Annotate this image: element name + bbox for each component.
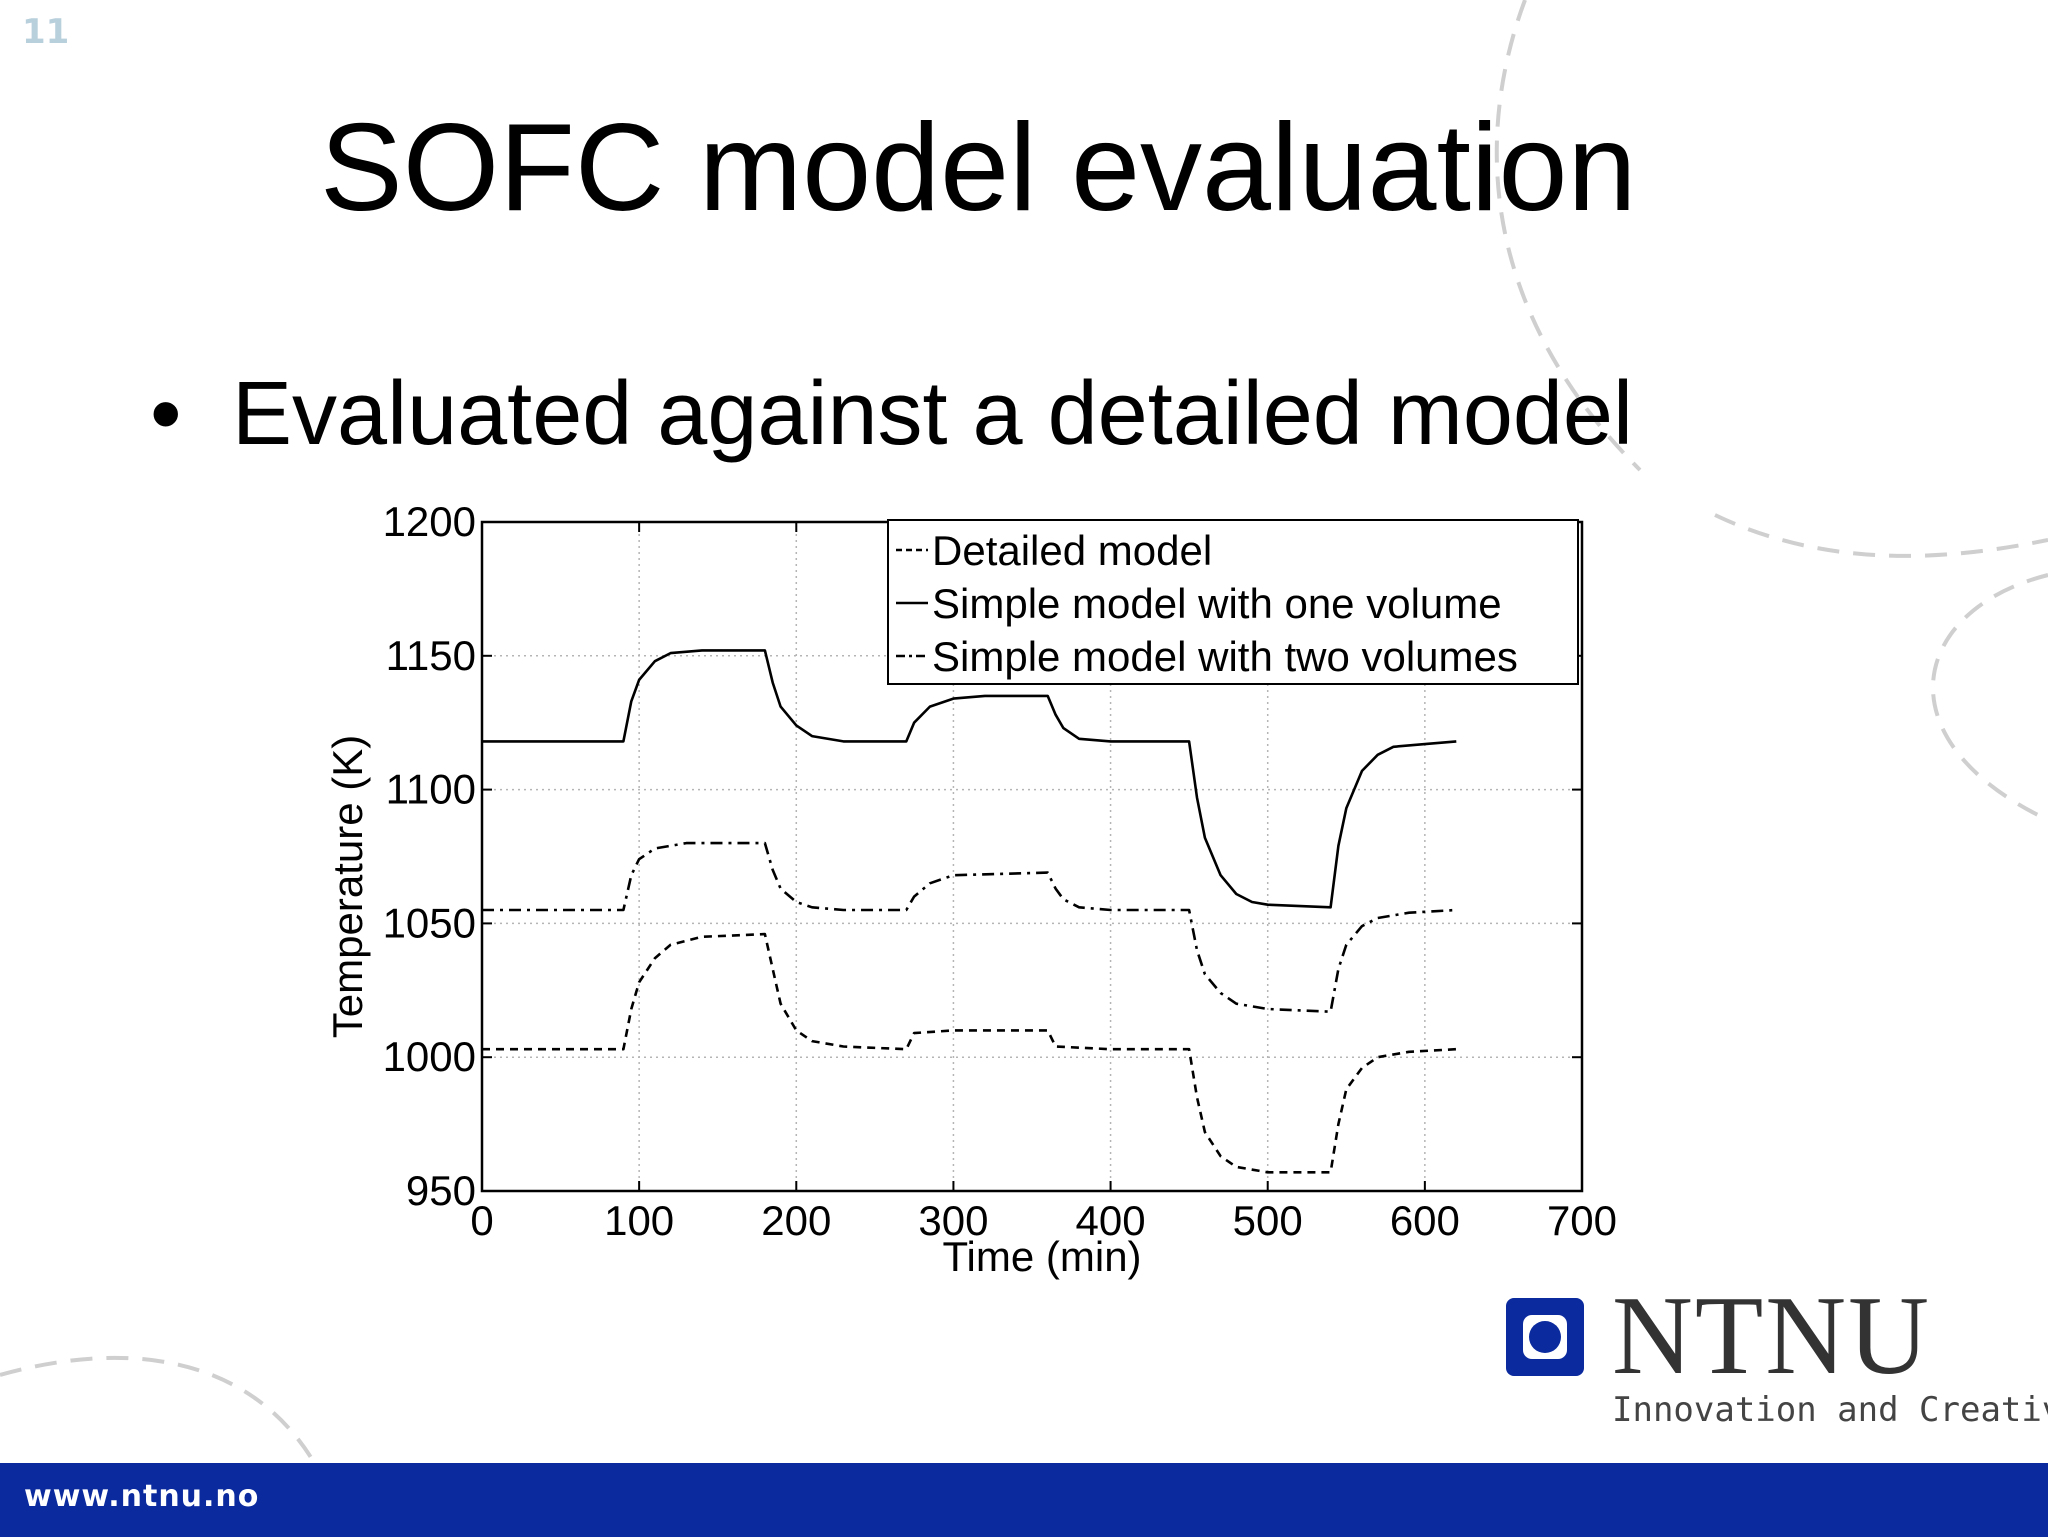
y-tick-label: 950 xyxy=(406,1167,476,1214)
bullet-dot: • xyxy=(150,364,182,464)
y-tick-label: 1150 xyxy=(386,632,476,679)
logo-tagline: Innovation and Creativity xyxy=(1612,1390,2048,1430)
deco-arc-right-1 xyxy=(1714,513,2048,558)
legend-label-1: Detailed model xyxy=(932,527,1212,574)
legend-label-3: Simple model with two volumes xyxy=(932,633,1518,680)
legend-box xyxy=(887,519,1579,685)
x-tick-label: 700 xyxy=(1547,1197,1617,1244)
logo-name: NTNU xyxy=(1612,1274,1932,1398)
series-line-2 xyxy=(482,649,1457,909)
deco-arc-right-2 xyxy=(1931,573,2048,822)
x-tick-label: 200 xyxy=(761,1197,831,1244)
y-tick-label: 1050 xyxy=(383,899,476,946)
x-tick-label: 100 xyxy=(604,1197,674,1244)
x-axis-label: Time (min) xyxy=(942,1233,1141,1280)
bullet-text: Evaluated against a detailed model xyxy=(232,364,1633,464)
x-tick-label: 300 xyxy=(918,1197,988,1244)
legend-label-2: Simple model with one volume xyxy=(932,580,1502,627)
bullet-item: • Evaluated against a detailed model xyxy=(150,365,1633,464)
y-tick-label: 1100 xyxy=(386,766,476,813)
series-line-1 xyxy=(482,932,1457,1174)
slide-number: 11 xyxy=(22,12,70,52)
x-tick-label: 400 xyxy=(1076,1197,1146,1244)
y-tick-label: 1200 xyxy=(383,498,476,545)
ntnu-logo-mark xyxy=(1506,1298,1584,1376)
x-tick-label: 0 xyxy=(470,1197,493,1244)
y-tick-label: 1000 xyxy=(383,1033,476,1080)
x-tick-label: 600 xyxy=(1390,1197,1460,1244)
ntnu-logo: NTNU Innovation and Creativity xyxy=(1506,1280,2048,1440)
y-axis-label: Temperature (K) xyxy=(324,735,371,1038)
footer-url[interactable]: www.ntnu.no xyxy=(24,1479,260,1514)
series-line-3 xyxy=(482,841,1457,1013)
deco-arc-top xyxy=(1494,0,1642,472)
x-tick-label: 500 xyxy=(1233,1197,1303,1244)
footer-bar: www.ntnu.no xyxy=(0,1463,2048,1537)
slide-title: SOFC model evaluation xyxy=(320,99,1637,237)
temperature-chart: 0 100 200 300 400 500 600 700 950 1000 1050 1100 115… xyxy=(324,498,1617,1280)
